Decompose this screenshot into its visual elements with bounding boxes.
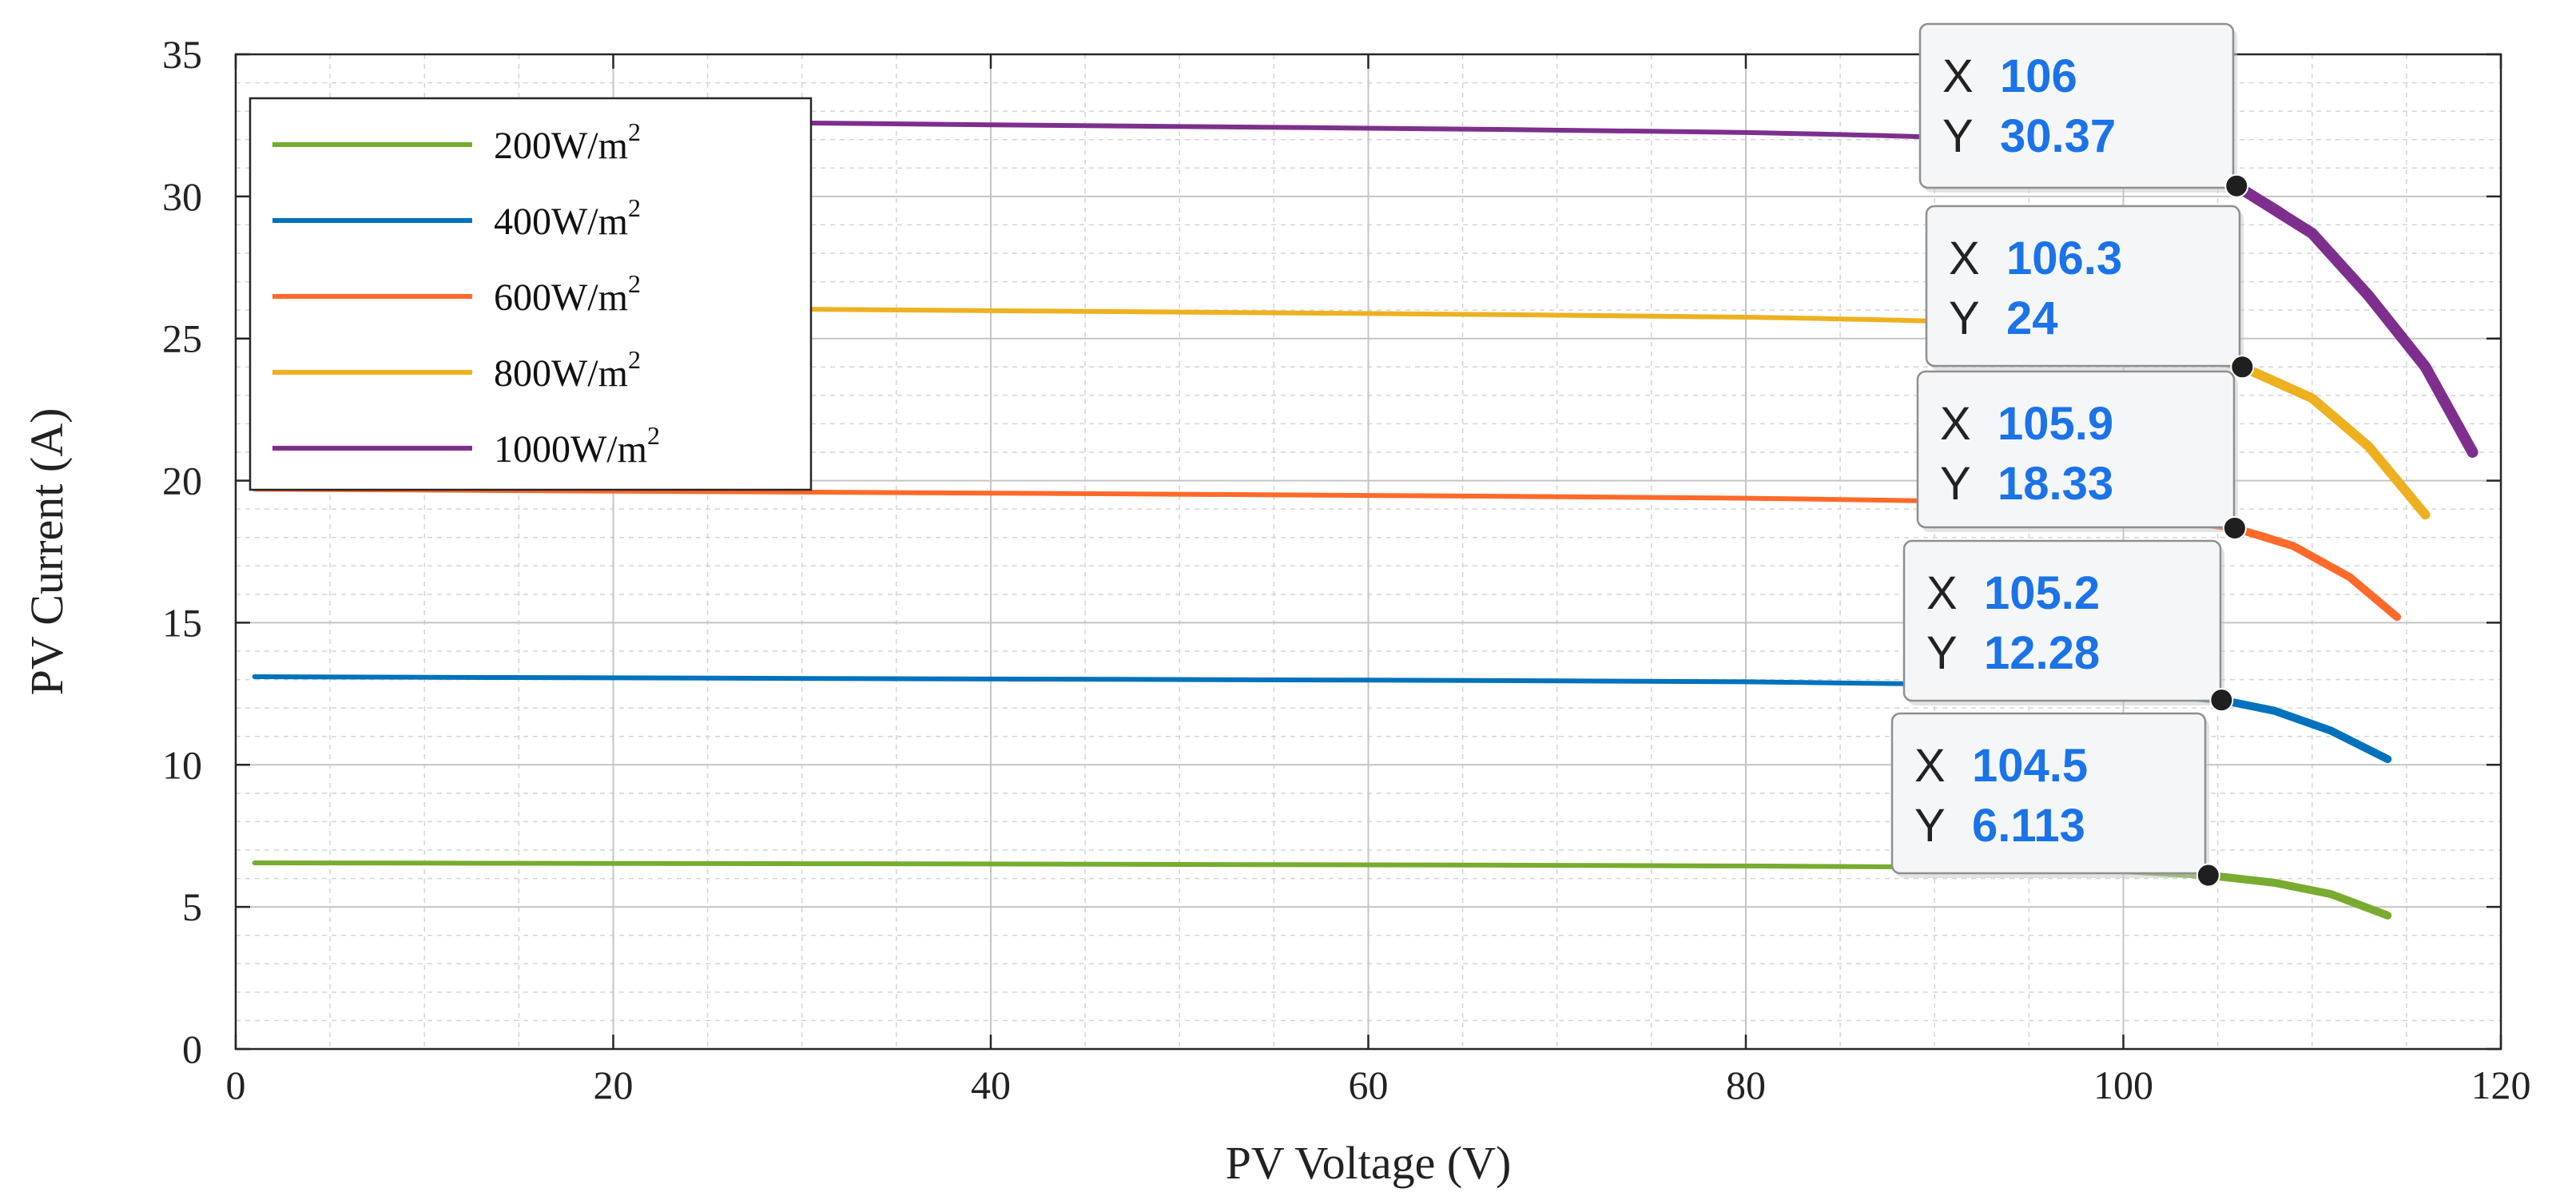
legend-label-text: 200W/m [494,125,628,167]
legend-label-text: 600W/m [494,276,628,319]
datatip-marker[interactable] [2230,355,2255,379]
legend-label-text: 800W/m [494,352,628,395]
datatips: X 106 Y 30.37 X 106.3 Y 24 X 105.9 Y 18.33 X 105.2 Y 12… [1890,22,2255,888]
y-tick-label: 20 [162,459,202,503]
legend-label: 400W/m2 [494,193,641,243]
datatip-x-value: 104.5 [1972,740,2088,792]
datatip-x-key: X [1914,740,1946,792]
datatip[interactable]: X 104.5 Y 6.113 [1890,712,2209,878]
datatip-x-value: 105.2 [1984,567,2100,619]
y-tick-label: 35 [162,32,202,77]
datatip-y-key: Y [1914,800,1946,852]
datatip-y-value: 12.28 [1984,627,2100,679]
legend-label-text: 1000W/m [494,428,647,471]
legend-label-superscript: 2 [628,117,641,146]
legend-label-text: 400W/m [494,201,628,243]
datatip-x-key: X [1942,50,1974,102]
y-tick-label: 10 [162,742,202,787]
datatip-x-value: 106 [2000,50,2077,102]
datatip-y-value: 18.33 [1998,458,2113,510]
tick-labels: 0 20 40 60 80 100 120 0 5 10 15 20 25 30 35 [162,32,2531,1107]
datatip-marker[interactable] [2196,863,2220,888]
datatip-y-key: Y [1940,458,1971,510]
datatip-box [1918,22,2235,189]
datatip-x-value: 106.3 [2006,232,2122,284]
legend-label-superscript: 2 [628,269,641,298]
x-tick-label: 100 [2093,1063,2153,1107]
datatip-y-key: Y [1926,627,1958,679]
legend-label-superscript: 2 [628,345,641,374]
datatip-y-key: Y [1949,292,1980,344]
datatip-y-key: Y [1942,110,1974,162]
y-axis-title: PV Current (A) [21,408,73,696]
datatip-x-key: X [1949,232,1980,284]
x-axis-title: PV Voltage (V) [1226,1137,1512,1189]
x-tick-label: 0 [226,1063,246,1107]
legend-label: 800W/m2 [494,345,641,395]
datatip-x-key: X [1940,398,1971,450]
y-tick-label: 25 [162,316,202,361]
y-tick-label: 30 [162,174,202,219]
legend-label: 600W/m2 [494,269,641,319]
x-tick-label: 80 [1726,1063,1766,1107]
datatip-y-value: 24 [2006,292,2058,344]
x-tick-label: 60 [1349,1063,1389,1107]
datatip-marker[interactable] [2209,688,2234,713]
y-tick-label: 0 [182,1027,202,1071]
datatip-box [1925,205,2241,368]
datatip-x-value: 105.9 [1998,398,2113,450]
legend-label-superscript: 2 [628,193,641,222]
legend-label: 1000W/m2 [494,421,660,471]
datatip-box [1890,712,2207,875]
legend-label: 200W/m2 [494,117,641,167]
datatip[interactable]: X 106.3 Y 24 [1925,205,2244,371]
y-tick-label: 5 [182,884,202,929]
x-tick-label: 120 [2471,1063,2531,1107]
x-tick-label: 40 [971,1063,1011,1107]
y-tick-label: 15 [162,600,202,645]
datatip-marker[interactable] [2224,173,2249,198]
legend-label-superscript: 2 [647,421,660,450]
datatip-y-value: 30.37 [2000,110,2116,162]
datatip[interactable]: X 106 Y 30.37 [1918,22,2237,193]
datatip-marker[interactable] [2222,515,2247,540]
datatip-y-value: 6.113 [1972,800,2085,852]
x-tick-label: 20 [594,1063,634,1107]
datatip[interactable]: X 105.9 Y 18.33 [1916,370,2238,532]
datatip-x-key: X [1926,567,1958,619]
datatip[interactable]: X 105.2 Y 12.28 [1902,539,2224,705]
datatip-box [1916,370,2236,529]
datatip-box [1902,539,2222,702]
